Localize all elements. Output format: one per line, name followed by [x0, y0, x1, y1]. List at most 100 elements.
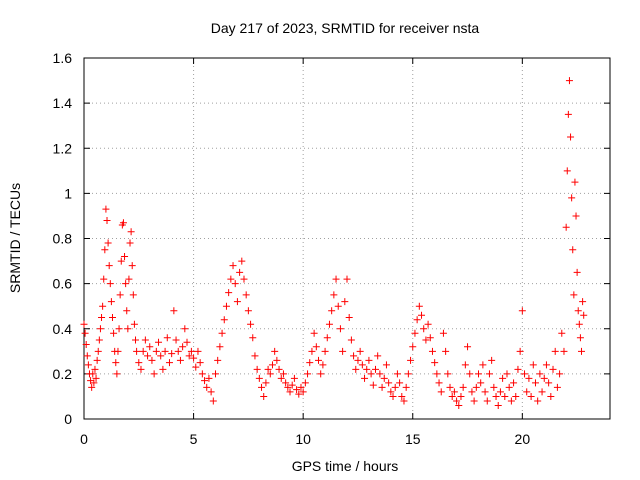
y-tick-label: 0.8 [53, 231, 73, 247]
data-point [290, 374, 298, 382]
data-point [271, 347, 279, 355]
data-point [387, 388, 395, 396]
y-tick-label: 1.4 [53, 95, 73, 111]
data-point [391, 383, 399, 391]
data-point [299, 388, 307, 396]
data-point [133, 347, 141, 355]
data-point [214, 356, 222, 364]
data-point [264, 365, 272, 373]
data-point [378, 383, 386, 391]
data-point [363, 365, 371, 373]
data-point [98, 313, 106, 321]
data-point [262, 379, 270, 387]
data-point [157, 352, 165, 360]
data-point [553, 383, 561, 391]
data-point [91, 365, 99, 373]
data-point [507, 397, 515, 405]
data-point [576, 334, 584, 342]
data-point [176, 356, 184, 364]
data-point [422, 336, 430, 344]
data-point [542, 361, 550, 369]
data-point [100, 275, 108, 283]
data-point [117, 257, 125, 265]
data-point [181, 325, 189, 333]
data-point [183, 338, 191, 346]
data-point [570, 291, 578, 299]
data-point [580, 311, 588, 319]
data-point [479, 361, 487, 369]
y-tick-label: 1.2 [53, 140, 73, 156]
data-point [529, 361, 537, 369]
data-point [354, 356, 362, 364]
data-point [450, 388, 458, 396]
data-point [407, 356, 415, 364]
data-point [494, 401, 502, 409]
data-point [123, 307, 131, 315]
data-point [106, 280, 114, 288]
data-point [385, 379, 393, 387]
data-point [551, 347, 559, 355]
data-point [505, 383, 513, 391]
data-point [433, 370, 441, 378]
y-tick-label: 0.6 [53, 276, 73, 292]
data-point [325, 320, 333, 328]
data-point [163, 334, 171, 342]
data-point [174, 347, 182, 355]
data-point [233, 298, 241, 306]
data-point [319, 361, 327, 369]
data-point [317, 370, 325, 378]
data-point [545, 379, 553, 387]
data-point [90, 379, 98, 387]
data-point [352, 365, 360, 373]
data-point [339, 347, 347, 355]
data-point [527, 392, 535, 400]
data-point [411, 329, 419, 337]
data-point [540, 374, 548, 382]
data-point [95, 336, 103, 344]
data-point [565, 77, 573, 85]
data-point [146, 343, 154, 351]
data-point [152, 347, 160, 355]
data-point [190, 354, 198, 362]
data-point [293, 386, 301, 394]
data-point [521, 370, 529, 378]
data-point [549, 365, 557, 373]
data-point [382, 361, 390, 369]
data-point [402, 383, 410, 391]
data-point [308, 347, 316, 355]
x-axis-label: GPS time / hours [292, 458, 399, 474]
data-point [389, 392, 397, 400]
data-point [426, 334, 434, 342]
data-point [93, 356, 101, 364]
data-point [578, 347, 586, 355]
data-point [115, 325, 123, 333]
data-point [116, 291, 124, 299]
data-point [209, 397, 217, 405]
data-point [185, 352, 193, 360]
data-point [297, 383, 305, 391]
data-point [168, 350, 176, 358]
data-point [393, 370, 401, 378]
data-point [536, 370, 544, 378]
data-point [231, 280, 239, 288]
data-point [201, 377, 209, 385]
data-point [135, 359, 143, 367]
chart-title: Day 217 of 2023, SRMTID for receiver nst… [211, 20, 480, 36]
data-point [341, 298, 349, 306]
data-point [431, 359, 439, 367]
data-point [439, 329, 447, 337]
data-point [437, 388, 445, 396]
data-point [242, 291, 250, 299]
data-point [96, 325, 104, 333]
data-point [512, 392, 520, 400]
data-point [141, 336, 149, 344]
data-point [220, 316, 228, 324]
data-point [216, 343, 224, 351]
data-point [310, 329, 318, 337]
data-point [266, 370, 274, 378]
data-point [380, 374, 388, 382]
data-point [558, 329, 566, 337]
data-point [244, 307, 252, 315]
y-tick-label: 1.6 [53, 50, 73, 66]
data-point [251, 352, 259, 360]
